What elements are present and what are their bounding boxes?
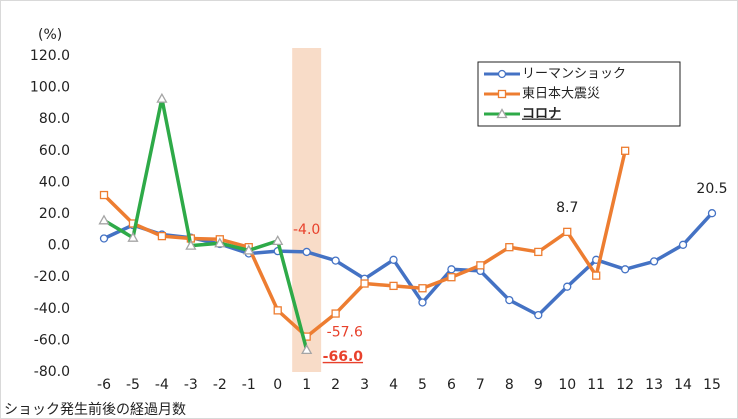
data-label: -66.0 <box>323 349 364 365</box>
x-tick-label: -6 <box>97 377 111 393</box>
y-unit: (%) <box>38 27 62 43</box>
y-tick-label: -80.0 <box>34 364 70 380</box>
y-tick-label: 0.0 <box>48 238 70 254</box>
data-label: -4.0 <box>293 222 320 238</box>
marker <box>620 146 630 155</box>
x-tick-label: 15 <box>703 377 721 393</box>
x-tick-label: 3 <box>360 377 369 393</box>
x-tick-label: 5 <box>418 377 427 393</box>
marker <box>447 265 456 274</box>
x-tick-label: 6 <box>447 377 456 393</box>
y-tick-label: 80.0 <box>39 111 70 127</box>
marker <box>497 89 507 99</box>
x-tick-label: 4 <box>389 377 398 393</box>
marker <box>157 231 167 241</box>
x-tick-label: 12 <box>616 377 634 393</box>
series <box>98 92 313 355</box>
marker <box>389 255 398 264</box>
series-line <box>103 212 714 317</box>
marker <box>505 243 514 252</box>
marker <box>214 237 226 248</box>
x-tick-label: -4 <box>155 377 169 393</box>
marker <box>185 239 197 250</box>
legend-label: コロナ <box>522 107 561 122</box>
y-tick-label: 100.0 <box>30 80 70 96</box>
x-tick-label: 10 <box>558 377 576 393</box>
marker <box>563 282 572 291</box>
y-tick-label: -40.0 <box>34 301 70 317</box>
marker <box>301 344 313 355</box>
y-tick-label: 40.0 <box>39 174 70 190</box>
highlight-band <box>292 48 322 372</box>
x-tick-label: -3 <box>184 377 198 393</box>
marker <box>620 265 630 274</box>
x-tick-label: 7 <box>476 377 485 393</box>
y-tick-label: 60.0 <box>39 143 70 159</box>
marker <box>389 281 398 291</box>
y-tick-label: 20.0 <box>39 206 70 222</box>
marker <box>98 214 110 225</box>
marker <box>360 279 369 288</box>
marker <box>534 247 543 257</box>
marker <box>678 240 688 249</box>
marker <box>496 108 508 119</box>
x-tick-label: 9 <box>534 377 543 393</box>
marker <box>418 298 427 307</box>
marker <box>707 209 717 218</box>
marker <box>127 231 139 242</box>
x-tick-label: 13 <box>645 377 663 393</box>
marker <box>476 261 485 270</box>
marker <box>302 247 311 257</box>
marker <box>272 235 284 246</box>
marker <box>497 69 507 79</box>
y-tick-label: -60.0 <box>34 332 70 348</box>
data-label: 20.5 <box>696 181 727 197</box>
marker <box>447 273 456 282</box>
x-tick-label: 14 <box>674 377 692 393</box>
x-tick-label: -5 <box>126 377 140 393</box>
data-label: -57.6 <box>327 325 363 341</box>
marker <box>418 284 427 293</box>
legend-label: リーマンショック <box>522 67 626 82</box>
x-tick-label: 0 <box>273 377 282 393</box>
x-axis-title: ショック発生前後の経過月数 <box>4 401 186 418</box>
marker <box>331 256 340 265</box>
y-tick-label: 120.0 <box>30 48 70 64</box>
marker <box>243 244 255 255</box>
x-tick-label: 2 <box>331 377 340 393</box>
marker <box>534 310 543 320</box>
x-tick-label: -2 <box>213 377 227 393</box>
x-tick-label: 1 <box>302 377 311 393</box>
x-tick-label: -1 <box>242 377 256 393</box>
x-tick-label: 8 <box>505 377 514 393</box>
marker <box>273 306 282 315</box>
marker <box>649 257 659 266</box>
marker <box>563 227 572 237</box>
marker <box>505 295 514 305</box>
marker <box>331 309 340 318</box>
marker <box>592 271 601 280</box>
legend-label: 東日本大震災 <box>522 86 600 102</box>
y-tick-label: -20.0 <box>34 269 70 285</box>
x-tick-label: 11 <box>587 377 605 393</box>
marker <box>99 190 109 200</box>
marker <box>156 92 168 103</box>
data-label: 8.7 <box>556 200 578 216</box>
series-line <box>103 96 309 351</box>
marker <box>99 234 109 243</box>
